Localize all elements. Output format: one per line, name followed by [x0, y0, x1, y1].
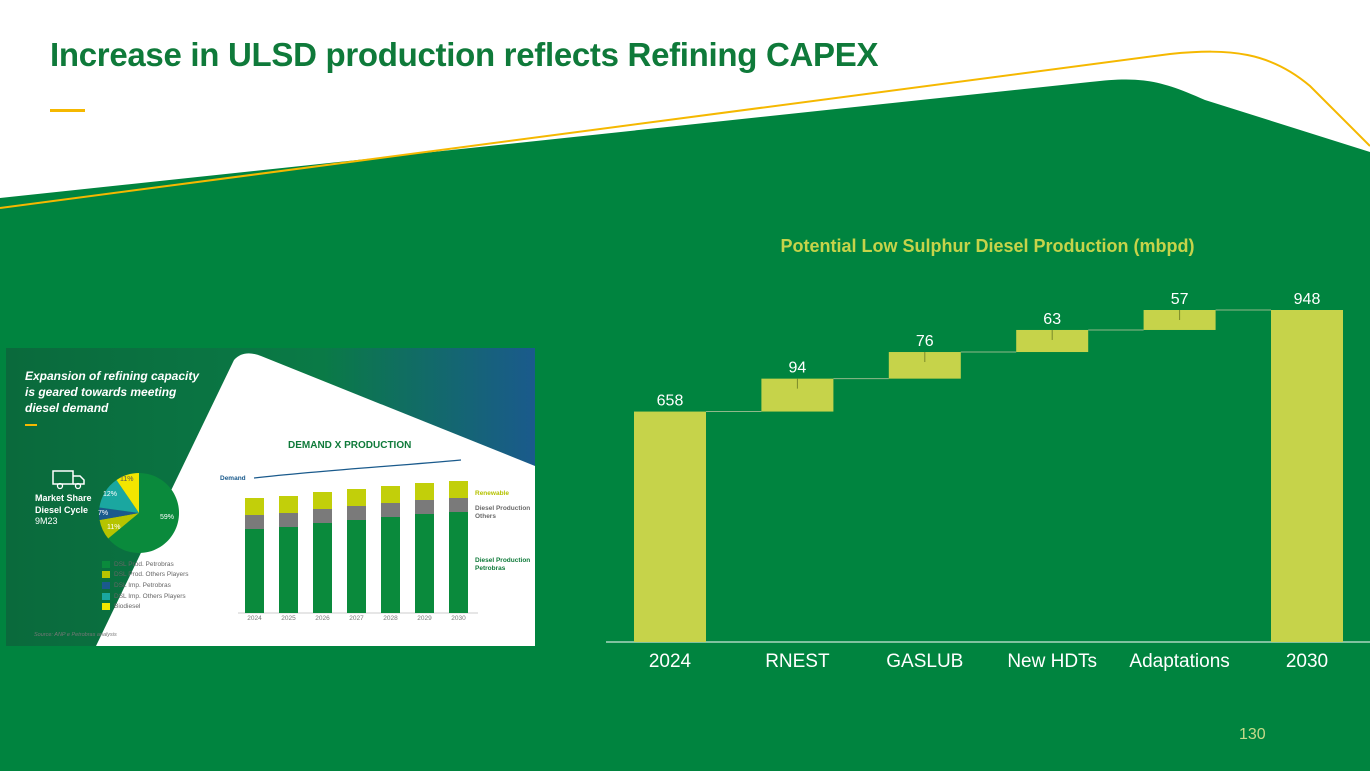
pie-legend: DSL Prod. Petrobras DSL Prod. Others Play…	[102, 559, 189, 612]
mini-bar-renewable	[347, 489, 366, 506]
legend-label: DSL Prod. Petrobras	[114, 560, 174, 568]
legend-item: DSL Prod. Others Players	[102, 570, 189, 581]
pie-label-prod-others: 11%	[107, 524, 121, 531]
pie-slice-dsl-prod-petrobras	[108, 473, 180, 553]
bar-new-hdts	[1016, 329, 1089, 353]
mini-bar-others	[245, 515, 264, 529]
mini-chart-title: DEMAND X PRODUCTION	[288, 440, 412, 451]
inset-headline: Expansion of refining capacity is geared…	[25, 369, 200, 415]
value-label: 57	[1171, 291, 1189, 308]
mini-bar-others	[381, 503, 400, 517]
legend-swatch	[102, 592, 110, 600]
chart-title: Potential Low Sulphur Diesel Production …	[780, 236, 1195, 256]
mini-bar-petrobras	[449, 512, 468, 613]
mini-year-label: 2025	[281, 615, 296, 622]
mini-year-label: 2026	[315, 615, 330, 622]
truck-icon	[52, 470, 85, 490]
legend-item: DSL Prod. Petrobras	[102, 559, 189, 570]
legend-swatch	[102, 571, 110, 579]
mini-bar-petrobras	[381, 517, 400, 613]
legend-label: DSL Imp. Petrobras	[114, 581, 171, 589]
category-label: RNEST	[765, 651, 830, 672]
mini-bar-renewable	[415, 483, 434, 500]
page-title: Increase in ULSD production reflects Ref…	[50, 36, 879, 73]
mini-bar-renewable	[449, 481, 468, 498]
mini-bar-petrobras	[347, 520, 366, 613]
mini-bar-chart	[238, 459, 478, 614]
pie-slice-dsl-prod-others	[99, 513, 139, 539]
mini-demand-line	[253, 459, 462, 479]
mini-year-label: 2030	[451, 615, 466, 622]
legend-item: DSL Imp. Petrobras	[102, 580, 189, 591]
mini-bar-petrobras	[279, 527, 298, 613]
bar-2024	[634, 411, 706, 642]
legend-item: DSL Imp. Others Players	[102, 591, 189, 602]
value-label: 94	[789, 360, 807, 377]
mini-bar-renewable	[381, 486, 400, 503]
mini-bar-renewable	[245, 498, 264, 515]
inset-image: Expansion of refining capacity is geared…	[6, 348, 535, 646]
title-accent-bar	[50, 109, 85, 112]
bar-2030	[1271, 310, 1343, 642]
mini-renewable-label: Renewable	[475, 490, 509, 497]
category-label: New HDTs	[1007, 651, 1097, 672]
legend-swatch	[102, 581, 110, 589]
mini-bar-others	[313, 509, 332, 523]
mini-bar-petrobras	[245, 529, 264, 613]
category-label: GASLUB	[886, 651, 963, 672]
value-label: 658	[657, 393, 684, 410]
pie-label-imp-others: 12%	[103, 491, 118, 498]
mini-bar-renewable	[279, 496, 298, 513]
page-number: 130	[1239, 726, 1266, 743]
legend-label: DSL Prod. Others Players	[114, 571, 189, 579]
mini-bar-others	[279, 513, 298, 527]
category-label: 2024	[649, 651, 692, 672]
value-label: 63	[1043, 311, 1061, 328]
market-share-period: 9M23	[35, 516, 58, 526]
source-note: Source: ANP e Petrobras analysis	[34, 632, 117, 638]
mini-bar-others	[347, 506, 366, 520]
mini-year-label: 2028	[383, 615, 398, 622]
mini-bar-petrobras	[415, 514, 434, 613]
legend-item: Biodiesel	[102, 601, 189, 612]
market-share-pie	[99, 473, 180, 553]
mini-others-label: Diesel Production Others	[475, 505, 531, 520]
pie-label-biodiesel: 11%	[120, 476, 134, 483]
category-label: 2030	[1286, 651, 1328, 672]
legend-swatch	[102, 560, 110, 568]
legend-label: DSL Imp. Others Players	[114, 592, 186, 600]
category-label: Adaptations	[1129, 651, 1229, 672]
inset-accent-bar	[25, 424, 37, 426]
mini-bar-renewable	[313, 492, 332, 509]
mini-bar-others	[415, 500, 434, 514]
mini-demand-label: Demand	[220, 475, 246, 482]
legend-swatch	[102, 603, 110, 611]
pie-slice-dsl-imp-others	[99, 480, 139, 513]
market-share-label: Market Share Diesel Cycle	[35, 493, 92, 515]
pie-label-petrobras: 59%	[160, 514, 175, 521]
mini-year-label: 2029	[417, 615, 432, 622]
mini-year-label: 2024	[247, 615, 262, 622]
mini-bar-others	[449, 498, 468, 512]
pie-label-imp-petrobras: 7%	[98, 510, 109, 517]
pie-slice-biodiesel	[116, 473, 139, 513]
legend-label: Biodiesel	[114, 603, 141, 611]
mini-year-label: 2027	[349, 615, 364, 622]
pie-slice-dsl-imp-petrobras	[99, 507, 139, 520]
value-label: 76	[916, 333, 934, 350]
value-label: 948	[1294, 291, 1321, 308]
mini-petrobras-label: Diesel Production Petrobras	[475, 557, 531, 572]
mini-bar-petrobras	[313, 523, 332, 613]
